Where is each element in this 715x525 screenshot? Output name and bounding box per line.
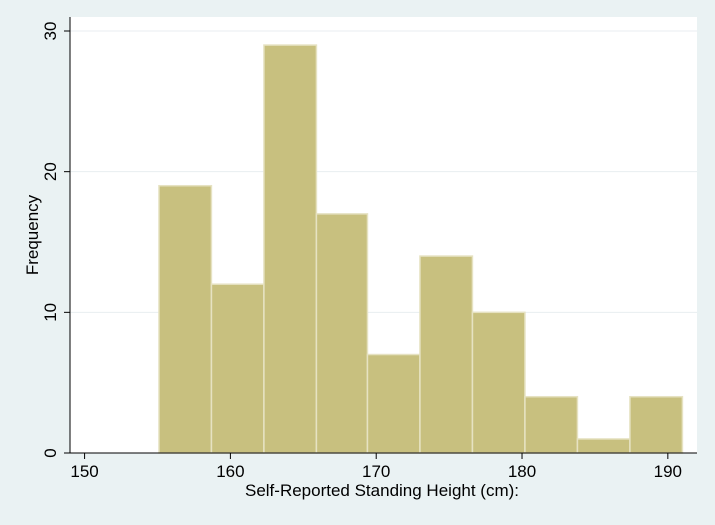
x-tick-label-4: 190 (654, 462, 682, 481)
x-tick-label-2: 170 (362, 462, 390, 481)
y-tick-label-2: 20 (41, 162, 60, 181)
histogram-bar-0 (158, 184, 213, 454)
histogram-bar-8 (576, 438, 631, 454)
histogram-bar-1 (210, 283, 265, 454)
histogram-bar-7 (524, 395, 579, 454)
y-tick-label-3: 30 (41, 22, 60, 41)
histogram-bars (158, 44, 684, 454)
x-tick-label-1: 160 (216, 462, 244, 481)
histogram-bar-6 (471, 311, 526, 454)
histogram-bar-4 (366, 353, 421, 454)
y-tick-label-1: 10 (41, 303, 60, 322)
x-tick-label-3: 180 (508, 462, 536, 481)
x-axis-label: Self-Reported Standing Height (cm): (245, 481, 519, 500)
histogram-bar-3 (315, 213, 369, 454)
x-tick-label-0: 150 (70, 462, 98, 481)
y-axis-label: Frequency (23, 194, 42, 275)
histogram-bar-5 (419, 255, 474, 454)
histogram-bar-9 (629, 395, 684, 454)
y-tick-label-0: 0 (41, 448, 60, 457)
histogram-bar-2 (263, 44, 318, 454)
axes: 0 10 20 30 150 160 170 180 190 (41, 17, 697, 481)
